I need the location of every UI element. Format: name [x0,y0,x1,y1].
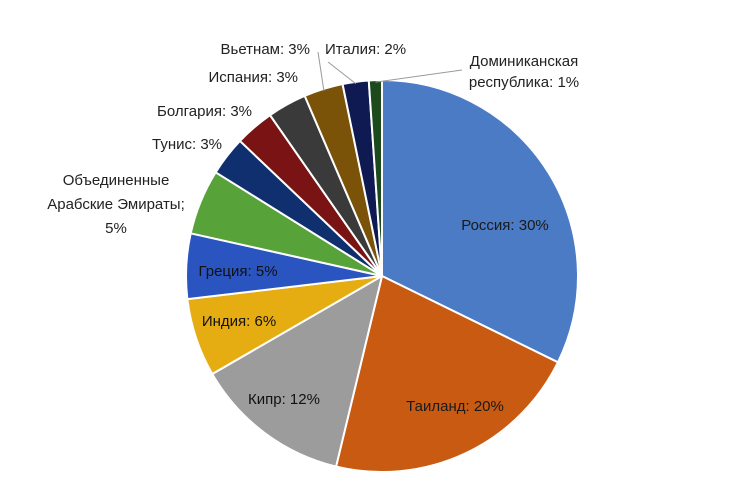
leader-lines [317,51,463,91]
label-uae-line3: 5% [105,220,127,237]
leader-line-9 [317,51,325,91]
pie-slice-0 [381,79,579,364]
label-cyprus: Кипр: 12% [248,391,320,408]
leader-line-11 [375,69,463,83]
label-italy: Италия: 2% [325,41,406,58]
label-russia: Россия: 30% [461,217,549,234]
label-bulgaria: Болгария: 3% [157,103,252,120]
label-uae-line2: Арабские Эмираты; [47,196,185,213]
pie-slice-11 [367,79,383,277]
label-thailand: Таиланд: 20% [406,398,504,415]
leader-line-10 [327,61,357,85]
label-uae-line1: Объединенные [63,172,170,189]
pie-slices [185,79,579,474]
label-greece: Греция: 5% [198,263,277,280]
label-dominican-line2: республика: 1% [469,74,579,91]
slice-labels: Россия: 30% Таиланд: 20% Кипр: 12% Индия… [47,41,579,415]
label-dominican-line1: Доминиканская [470,53,578,70]
pie-slice-2 [211,275,383,468]
label-tunisia: Тунис: 3% [152,136,222,153]
label-vietnam: Вьетнам: 3% [221,41,311,58]
pie-slice-1 [335,275,559,474]
label-spain: Испания: 3% [208,69,298,86]
label-india: Индия: 6% [202,313,276,330]
